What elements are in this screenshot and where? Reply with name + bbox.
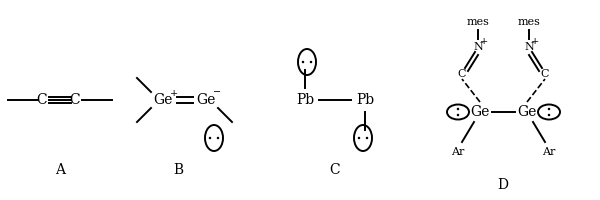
Ellipse shape [366,137,368,139]
Ellipse shape [548,114,550,116]
Ellipse shape [209,137,211,139]
Text: Ge: Ge [196,93,215,107]
Text: D: D [497,178,509,192]
Text: B: B [173,163,183,177]
Text: Pb: Pb [356,93,374,107]
Text: −: − [213,88,221,98]
Ellipse shape [310,61,312,63]
Text: Ge: Ge [517,105,536,119]
Ellipse shape [548,108,550,110]
Text: +: + [170,88,178,98]
Text: A: A [55,163,65,177]
Ellipse shape [302,61,304,63]
Text: +: + [480,38,488,46]
Text: Ar: Ar [451,147,464,157]
Ellipse shape [457,108,459,110]
Text: C: C [329,163,340,177]
Ellipse shape [358,137,360,139]
Text: Ar: Ar [542,147,556,157]
Text: C: C [541,69,549,79]
Text: Ge: Ge [470,105,490,119]
Text: N: N [524,42,534,52]
Text: Ge: Ge [154,93,173,107]
Text: Pb: Pb [296,93,314,107]
Text: mes: mes [518,17,541,27]
Text: N: N [473,42,483,52]
Text: C: C [37,93,47,107]
Text: C: C [70,93,80,107]
Text: mes: mes [467,17,490,27]
Text: +: + [531,38,539,46]
Ellipse shape [457,114,459,116]
Text: C: C [458,69,466,79]
Ellipse shape [217,137,219,139]
